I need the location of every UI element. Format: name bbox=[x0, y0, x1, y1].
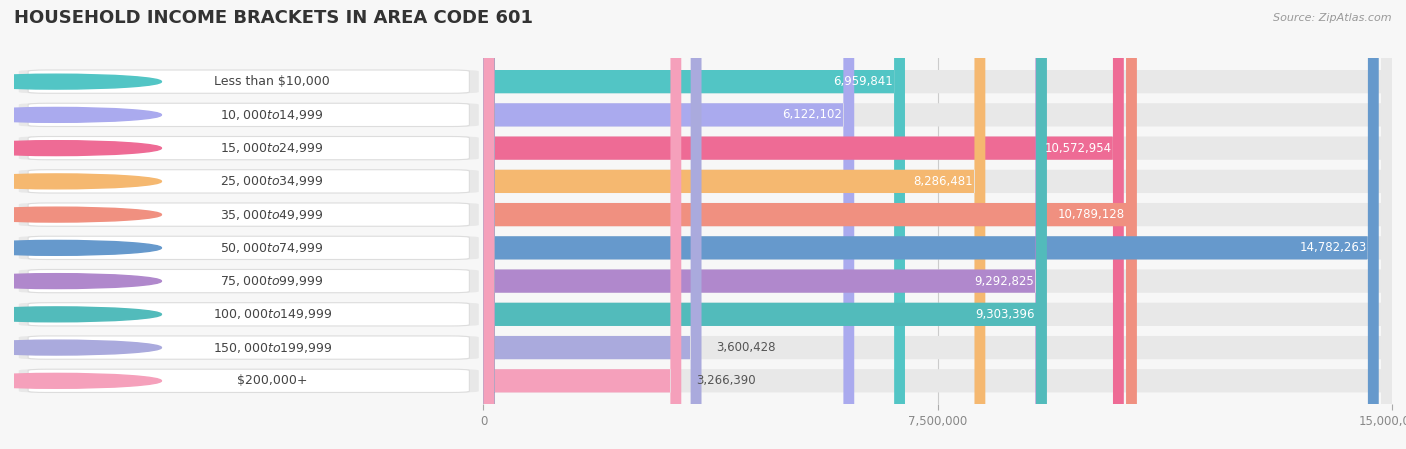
Circle shape bbox=[0, 342, 132, 354]
Text: 6,959,841: 6,959,841 bbox=[834, 75, 893, 88]
FancyBboxPatch shape bbox=[28, 236, 470, 260]
FancyBboxPatch shape bbox=[484, 0, 1123, 449]
Circle shape bbox=[0, 273, 162, 289]
Text: HOUSEHOLD INCOME BRACKETS IN AREA CODE 601: HOUSEHOLD INCOME BRACKETS IN AREA CODE 6… bbox=[14, 9, 533, 27]
Circle shape bbox=[0, 174, 162, 189]
Text: $200,000+: $200,000+ bbox=[238, 374, 308, 387]
FancyBboxPatch shape bbox=[18, 336, 479, 359]
Text: $150,000 to $199,999: $150,000 to $199,999 bbox=[212, 341, 332, 355]
Text: $25,000 to $34,999: $25,000 to $34,999 bbox=[221, 174, 323, 189]
Circle shape bbox=[0, 142, 132, 154]
FancyBboxPatch shape bbox=[28, 369, 470, 392]
FancyBboxPatch shape bbox=[484, 0, 702, 449]
Text: 10,789,128: 10,789,128 bbox=[1057, 208, 1125, 221]
FancyBboxPatch shape bbox=[18, 70, 479, 93]
Text: 14,782,263: 14,782,263 bbox=[1299, 242, 1367, 254]
FancyBboxPatch shape bbox=[18, 203, 479, 226]
FancyBboxPatch shape bbox=[484, 0, 1392, 449]
FancyBboxPatch shape bbox=[28, 70, 470, 93]
Text: 9,303,396: 9,303,396 bbox=[976, 308, 1035, 321]
FancyBboxPatch shape bbox=[484, 0, 1392, 449]
Circle shape bbox=[0, 374, 162, 388]
FancyBboxPatch shape bbox=[18, 136, 479, 160]
FancyBboxPatch shape bbox=[484, 0, 1392, 449]
FancyBboxPatch shape bbox=[484, 0, 986, 449]
FancyBboxPatch shape bbox=[484, 0, 1046, 449]
Circle shape bbox=[0, 308, 132, 321]
FancyBboxPatch shape bbox=[484, 0, 1392, 449]
FancyBboxPatch shape bbox=[18, 236, 479, 260]
FancyBboxPatch shape bbox=[18, 269, 479, 293]
FancyBboxPatch shape bbox=[484, 0, 1379, 449]
FancyBboxPatch shape bbox=[484, 0, 855, 449]
Circle shape bbox=[0, 240, 162, 255]
Circle shape bbox=[0, 242, 132, 254]
Text: 3,266,390: 3,266,390 bbox=[696, 374, 756, 387]
FancyBboxPatch shape bbox=[28, 136, 470, 160]
FancyBboxPatch shape bbox=[484, 0, 1392, 449]
FancyBboxPatch shape bbox=[484, 0, 1392, 449]
Text: 3,600,428: 3,600,428 bbox=[717, 341, 776, 354]
Text: 10,572,954: 10,572,954 bbox=[1045, 141, 1112, 154]
Circle shape bbox=[0, 275, 132, 287]
FancyBboxPatch shape bbox=[18, 303, 479, 326]
Circle shape bbox=[0, 175, 132, 187]
Circle shape bbox=[0, 141, 162, 155]
FancyBboxPatch shape bbox=[28, 269, 470, 293]
Text: 8,286,481: 8,286,481 bbox=[914, 175, 973, 188]
Text: $35,000 to $49,999: $35,000 to $49,999 bbox=[221, 207, 323, 222]
Circle shape bbox=[0, 75, 132, 88]
FancyBboxPatch shape bbox=[484, 0, 1137, 449]
FancyBboxPatch shape bbox=[28, 103, 470, 127]
Circle shape bbox=[0, 74, 162, 89]
Text: $10,000 to $14,999: $10,000 to $14,999 bbox=[221, 108, 323, 122]
Circle shape bbox=[0, 375, 132, 387]
FancyBboxPatch shape bbox=[28, 203, 470, 226]
FancyBboxPatch shape bbox=[484, 0, 1392, 449]
Text: $15,000 to $24,999: $15,000 to $24,999 bbox=[221, 141, 323, 155]
Circle shape bbox=[0, 109, 132, 121]
Text: 6,122,102: 6,122,102 bbox=[782, 108, 842, 121]
Text: $75,000 to $99,999: $75,000 to $99,999 bbox=[221, 274, 323, 288]
Circle shape bbox=[0, 209, 132, 220]
FancyBboxPatch shape bbox=[28, 336, 470, 359]
FancyBboxPatch shape bbox=[18, 170, 479, 193]
FancyBboxPatch shape bbox=[28, 170, 470, 193]
Circle shape bbox=[0, 207, 162, 222]
Text: Source: ZipAtlas.com: Source: ZipAtlas.com bbox=[1274, 13, 1392, 23]
Text: $100,000 to $149,999: $100,000 to $149,999 bbox=[212, 308, 332, 321]
Text: 9,292,825: 9,292,825 bbox=[974, 275, 1035, 288]
FancyBboxPatch shape bbox=[18, 103, 479, 127]
Text: $50,000 to $74,999: $50,000 to $74,999 bbox=[221, 241, 323, 255]
FancyBboxPatch shape bbox=[484, 0, 1392, 449]
Circle shape bbox=[0, 107, 162, 122]
FancyBboxPatch shape bbox=[28, 303, 470, 326]
Circle shape bbox=[0, 307, 162, 322]
Text: Less than $10,000: Less than $10,000 bbox=[214, 75, 330, 88]
FancyBboxPatch shape bbox=[484, 0, 1047, 449]
FancyBboxPatch shape bbox=[484, 0, 1392, 449]
FancyBboxPatch shape bbox=[484, 0, 1392, 449]
Circle shape bbox=[0, 340, 162, 355]
FancyBboxPatch shape bbox=[18, 369, 479, 392]
FancyBboxPatch shape bbox=[484, 0, 682, 449]
FancyBboxPatch shape bbox=[484, 0, 905, 449]
